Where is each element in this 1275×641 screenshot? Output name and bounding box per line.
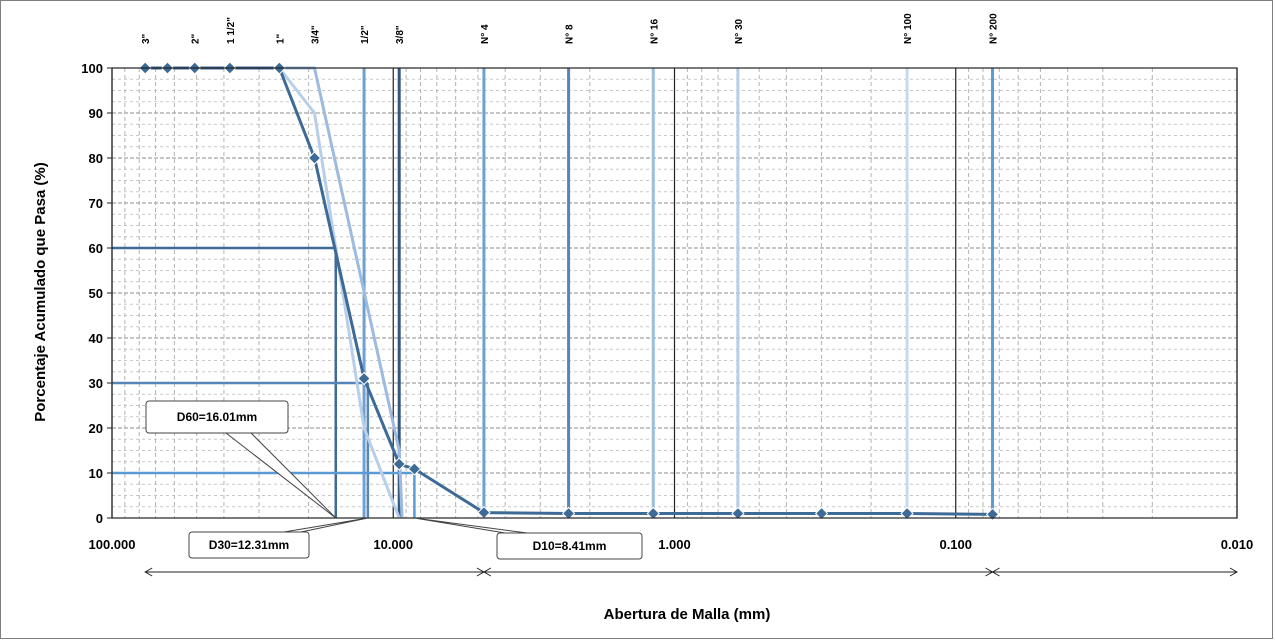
callout-box	[496, 532, 643, 560]
y-tick-label: 70	[89, 196, 103, 211]
range-arrow-head	[144, 567, 153, 577]
data-point	[731, 506, 745, 521]
range-arrow-head	[1229, 567, 1239, 577]
y-tick-label: 40	[89, 331, 103, 346]
sieve-label: N° 200	[989, 13, 1000, 44]
sieve-label: 3/4"	[311, 25, 322, 44]
y-tick-label: 90	[89, 106, 103, 121]
sieve-label: 3"	[141, 33, 152, 44]
callout-text: D30=12.31mm	[209, 538, 289, 552]
callouts: D60=16.01mm D30=12.31mm D10=8.41mm	[145, 400, 643, 560]
range-arrow-head	[991, 567, 1000, 577]
data-point	[307, 151, 322, 165]
callout-pointer	[225, 432, 337, 519]
callout-pointer	[414, 517, 528, 534]
y-tick-label: 80	[89, 151, 103, 166]
y-tick-label: 20	[89, 421, 103, 436]
data-point	[985, 507, 1000, 522]
data-point	[900, 506, 914, 521]
callout-box	[188, 531, 310, 559]
x-tick-label: 0.010	[1221, 537, 1254, 552]
sieve-label: N° 4	[480, 24, 491, 44]
x-tick-label: 1.000	[658, 537, 691, 552]
range-arrow-head	[482, 567, 492, 577]
sieve-lines: 3" 2" 1 1/2" 1" 3/4" 1/2" 3/8" N° 4 N° 8 N° 16 N° …	[141, 13, 1000, 518]
y-tick-label: 60	[89, 241, 103, 256]
y-tick-label: 100	[81, 61, 103, 76]
sieve-label: 1/2"	[360, 25, 371, 44]
sieve-label: 2"	[191, 33, 202, 44]
x-tick-label: 100.000	[89, 537, 136, 552]
data-point	[814, 506, 829, 521]
sieve-label: 1"	[275, 33, 286, 44]
callout-box	[145, 400, 289, 434]
sieve-label: N° 30	[734, 18, 745, 44]
sieve-label: N° 100	[903, 13, 914, 44]
data-point	[357, 371, 371, 386]
sieve-label: N° 16	[649, 18, 660, 44]
sieve-label: 3/8"	[395, 25, 406, 44]
y-tick-label: 0	[96, 511, 103, 526]
x-axis-title: Abertura de Malla (mm)	[604, 606, 771, 623]
grid	[111, 67, 1238, 519]
x-tick-label: 0.100	[939, 537, 972, 552]
y-tick-label: 30	[89, 376, 103, 391]
data-point	[646, 506, 660, 521]
axes: 0 10 20 30 40 50 60 70 80 90 100 100.000 10.000 1.000…	[81, 61, 1253, 552]
callout-text: D60=16.01mm	[177, 410, 257, 424]
y-tick-label: 10	[89, 466, 103, 481]
data-point	[392, 457, 406, 471]
d-reference-lines	[112, 246, 416, 518]
callout-pointer	[283, 517, 368, 533]
range-arrows	[144, 567, 1239, 577]
data-point	[407, 462, 422, 476]
series-line	[278, 67, 401, 519]
data-point	[561, 506, 576, 521]
callout-text: D10=8.41mm	[533, 539, 607, 553]
y-tick-label: 50	[89, 286, 103, 301]
y-axis-title: Porcentaje Acumulado que Pasa (%)	[32, 162, 49, 422]
sieve-label: 1 1/2"	[226, 17, 237, 44]
x-tick-label: 10.000	[373, 537, 413, 552]
sieve-label: N° 8	[565, 24, 576, 44]
